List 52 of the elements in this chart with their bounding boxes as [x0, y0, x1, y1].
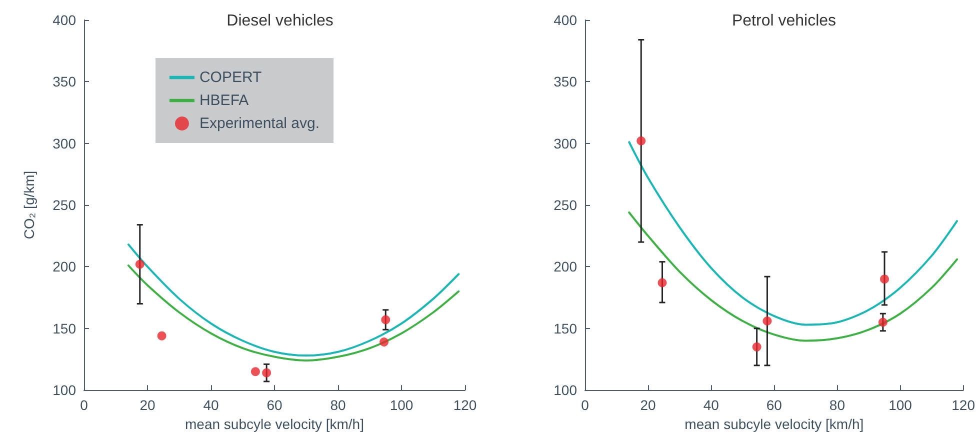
- legend-label: COPERT: [199, 69, 262, 86]
- point: [636, 136, 646, 146]
- point: [250, 367, 260, 376]
- x-axis-title: mean subcyle velocity [km/h]: [684, 416, 864, 432]
- x-tick-label: 60: [766, 397, 782, 414]
- legend-label: HBEFA: [199, 92, 249, 109]
- point: [380, 337, 389, 346]
- x-tick-label: 40: [203, 397, 219, 414]
- point: [878, 318, 888, 327]
- y-axis-title: CO₂ [g/km]: [21, 170, 37, 240]
- line-series: [628, 141, 958, 326]
- y-tick-label: 300: [52, 135, 76, 152]
- x-tick-label: 20: [140, 397, 156, 414]
- y-tick-label: 300: [554, 135, 578, 152]
- point: [262, 368, 272, 378]
- y-tick-label: 200: [554, 258, 578, 275]
- y-tick-label: 250: [52, 197, 76, 214]
- point: [381, 315, 390, 324]
- x-tick-label: 100: [888, 397, 912, 414]
- line-series: [628, 211, 958, 342]
- line-series: [127, 244, 460, 357]
- y-tick-label: 350: [52, 74, 76, 90]
- x-tick-label: 120: [952, 397, 976, 414]
- y-tick-label: 400: [52, 12, 76, 28]
- x-tick-label: 100: [390, 397, 414, 414]
- line-series: [127, 264, 460, 362]
- y-tick-label: 100: [52, 382, 76, 398]
- x-axis-title: mean subcyle velocity [km/h]: [185, 416, 364, 432]
- point: [658, 278, 667, 288]
- legend-label: Experimental avg.: [199, 115, 320, 132]
- x-tick-label: 40: [703, 397, 720, 414]
- chart-title: Petrol vehicles: [732, 12, 836, 30]
- x-tick-label: 80: [330, 397, 346, 414]
- point: [135, 260, 144, 269]
- point: [762, 316, 772, 326]
- y-tick-label: 400: [554, 12, 578, 28]
- x-tick-label: 0: [581, 397, 590, 414]
- chart-title: Diesel vehicles: [226, 12, 334, 30]
- x-tick-label: 20: [640, 397, 656, 414]
- y-tick-label: 100: [554, 382, 578, 398]
- point: [752, 342, 762, 352]
- y-tick-label: 150: [52, 320, 76, 336]
- x-tick-label: 0: [80, 397, 88, 414]
- y-tick-label: 200: [52, 258, 76, 275]
- y-tick-label: 150: [554, 320, 578, 336]
- point: [880, 274, 890, 284]
- point: [157, 331, 166, 340]
- y-tick-label: 350: [554, 74, 578, 90]
- x-tick-label: 120: [453, 397, 477, 414]
- x-tick-label: 60: [266, 397, 282, 414]
- x-tick-label: 80: [829, 397, 846, 414]
- y-tick-label: 250: [554, 197, 578, 214]
